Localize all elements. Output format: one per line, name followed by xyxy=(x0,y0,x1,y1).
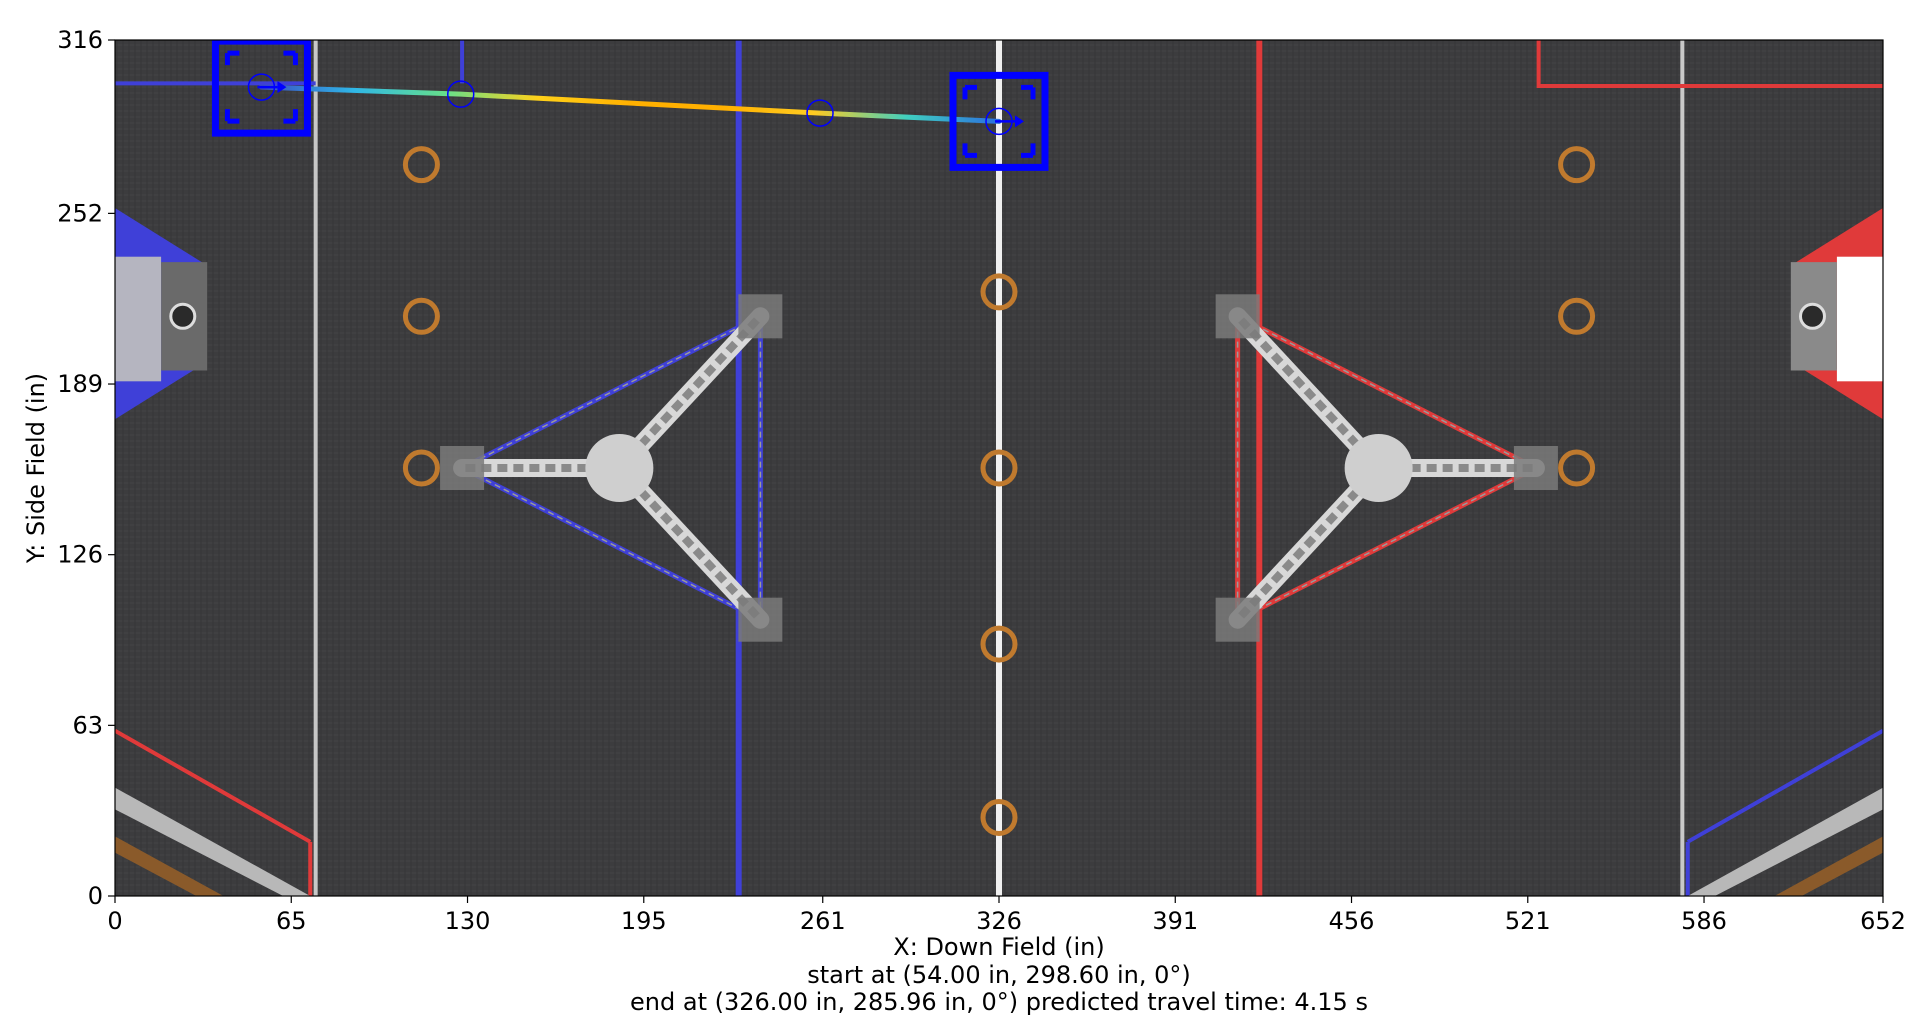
x-tick-label: 195 xyxy=(621,907,667,935)
ring-8 xyxy=(1558,297,1596,335)
ring-6 xyxy=(980,798,1018,836)
ring-7 xyxy=(1558,146,1596,184)
red-top-box xyxy=(1536,40,1883,89)
x-tick-label: 65 xyxy=(276,907,307,935)
waypoint-2 xyxy=(806,99,834,127)
y-tick-label: 126 xyxy=(57,541,103,569)
x-tick-label: 586 xyxy=(1681,907,1727,935)
red-corner-ramp-edge xyxy=(1774,836,1883,896)
red-truss-foot xyxy=(1215,597,1260,642)
x-tick-label: 326 xyxy=(976,907,1022,935)
y-axis-label: Y: Side Field (in) xyxy=(22,373,50,564)
x-tick-label: 652 xyxy=(1860,907,1906,935)
robot-0 xyxy=(211,40,311,137)
robot-heading-arrow xyxy=(277,81,287,94)
robot-frame xyxy=(949,71,1049,171)
robot-heading-arrow xyxy=(1015,115,1024,128)
red-truss-arm-detail xyxy=(1234,313,1382,471)
blue-truss-foot xyxy=(738,294,783,339)
x-tick-label: 0 xyxy=(107,907,122,935)
x-tick-label: 391 xyxy=(1152,907,1198,935)
robot-frame xyxy=(211,40,311,137)
y-axis-ticks: 0 63 126 189 252 316 xyxy=(57,26,115,910)
red-truss-inner xyxy=(1236,315,1538,621)
ring-3 xyxy=(980,273,1018,311)
y-tick-label: 0 xyxy=(88,882,103,910)
ring-0 xyxy=(402,146,440,184)
y-tick-label: 252 xyxy=(57,199,103,227)
blue-corner-line xyxy=(1686,729,1883,844)
red-truss-arm-detail xyxy=(1234,465,1382,623)
blue-truss-inner xyxy=(460,315,762,621)
blue-wall-goal xyxy=(169,302,197,330)
x-tick-label: 261 xyxy=(800,907,846,935)
ring-4 xyxy=(980,449,1018,487)
blue-wall-panel xyxy=(115,256,162,382)
red-wall-panel xyxy=(1836,256,1883,382)
x-tick-label: 456 xyxy=(1329,907,1375,935)
x-tick-label: 130 xyxy=(445,907,491,935)
red-truss-foot xyxy=(1513,446,1558,490)
blue-truss-foot xyxy=(738,597,783,642)
blue-truss-arm-detail xyxy=(616,465,764,623)
blue-truss-arm-detail xyxy=(616,313,764,471)
blue-truss-hub xyxy=(585,434,654,502)
red-wall-goal xyxy=(1798,302,1826,330)
blue-corner-ramp-edge xyxy=(115,836,224,896)
red-corner-line xyxy=(115,729,312,844)
red-truss xyxy=(1215,294,1558,642)
y-tick-label: 63 xyxy=(72,711,103,739)
robots xyxy=(211,40,1049,171)
ring-9 xyxy=(1558,449,1596,487)
trajectory xyxy=(258,84,1002,124)
caption-end: end at (326.00 in, 285.96 in, 0°) predic… xyxy=(630,988,1368,1015)
waypoint-1 xyxy=(446,80,475,108)
x-axis-ticks: 0 65 130 195 261 326 391 456 521 586 652 xyxy=(107,896,1906,935)
field-markings xyxy=(115,40,1883,896)
y-tick-label: 189 xyxy=(57,370,103,398)
red-truss-hub xyxy=(1344,434,1413,502)
red-corner-ramp xyxy=(1687,787,1883,896)
ring-1 xyxy=(402,297,440,335)
x-axis-label: X: Down Field (in) xyxy=(893,933,1104,961)
path-line xyxy=(258,84,1002,124)
ring-2 xyxy=(402,449,440,487)
ring-5 xyxy=(980,625,1018,663)
red-truss-foot xyxy=(1215,294,1260,339)
robot-1 xyxy=(949,71,1049,171)
x-tick-label: 521 xyxy=(1505,907,1551,935)
blue-truss xyxy=(440,294,783,642)
blue-truss-foot xyxy=(440,446,485,490)
caption-start: start at (54.00 in, 298.60 in, 0°) xyxy=(807,961,1190,989)
rings xyxy=(402,146,1596,836)
y-tick-label: 316 xyxy=(57,26,103,54)
blue-corner-ramp xyxy=(115,787,311,896)
